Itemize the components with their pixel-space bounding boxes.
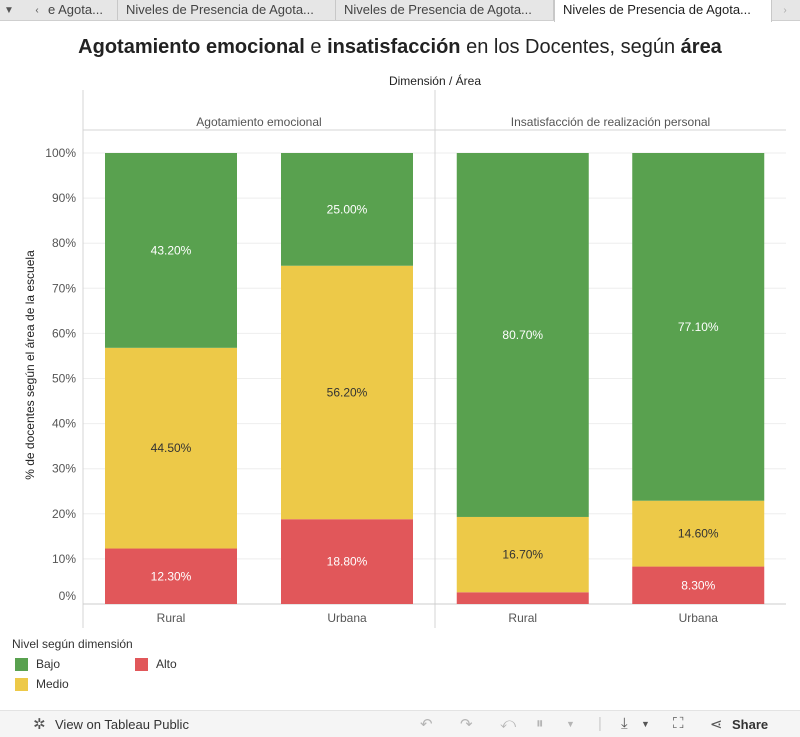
- title-part-3: insatisfacción: [327, 36, 461, 58]
- data-label: 8.30%: [681, 578, 715, 592]
- column-header: Dimensión / Área: [389, 73, 481, 88]
- title-part-2: e: [304, 36, 328, 58]
- tableau-logo-icon: ✲: [33, 716, 46, 733]
- pause-icon[interactable]: ⏸: [536, 715, 544, 732]
- title-part-5: área: [680, 36, 722, 58]
- y-tick-label: 70%: [52, 281, 76, 295]
- y-tick-label: 60%: [52, 326, 76, 340]
- bar-segment-alto: [281, 519, 413, 604]
- legend-swatch-alto: [135, 657, 148, 671]
- title-part-1: Agotamiento emocional: [78, 36, 305, 58]
- data-label: 18.80%: [327, 555, 368, 569]
- view-on-tableau-public-link[interactable]: View on Tableau Public: [55, 717, 189, 732]
- data-label: 25.00%: [327, 202, 368, 216]
- tab-bar: ▼ ‹ e Agota... Niveles de Presencia de A…: [0, 0, 800, 22]
- footer-toolbar: ✲ View on Tableau Public ↶ ↷ ⤺ ⏸ ▼ | ⤓ ▼…: [0, 710, 800, 737]
- legend-title: Nivel según dimensión: [12, 637, 133, 651]
- tab-1[interactable]: e Agota...: [40, 0, 118, 20]
- bar-segment-alto: [456, 592, 589, 604]
- data-label: 43.20%: [151, 243, 192, 257]
- y-tick-label: 0%: [59, 589, 77, 603]
- download-dropdown-chevron-icon[interactable]: ▼: [641, 719, 650, 729]
- legend-item-medio[interactable]: Medio: [15, 677, 69, 691]
- panel-header: Insatisfacción de realización personal: [511, 115, 710, 129]
- download-icon[interactable]: ⤓: [621, 715, 628, 732]
- chart-panels: Agotamiento emocional 12.30% 44.50% 43.20% R…: [105, 115, 765, 625]
- share-button[interactable]: Share: [732, 717, 769, 732]
- data-label: 14.60%: [678, 527, 719, 541]
- y-tick-label: 40%: [52, 417, 76, 431]
- panel-header: Agotamiento emocional: [196, 115, 321, 129]
- y-tick-label: 80%: [52, 236, 76, 250]
- bar-segment-alto: [632, 566, 765, 604]
- toolbar-divider: |: [598, 715, 602, 732]
- bar-segment-medio: [105, 347, 237, 549]
- tab-label: e Agota...: [48, 2, 103, 17]
- tab-3[interactable]: Niveles de Presencia de Agota...: [336, 0, 554, 20]
- data-label: 80.70%: [502, 328, 543, 342]
- chart-title: Agotamiento emocional e insatisfacción e…: [0, 36, 800, 59]
- share-icon[interactable]: ⋖: [710, 716, 723, 733]
- legend-item-bajo[interactable]: Bajo: [15, 657, 60, 671]
- y-tick-label: 100%: [45, 146, 76, 160]
- bar-segment-alto: [105, 548, 237, 604]
- y-tick-label: 30%: [52, 462, 76, 476]
- tab-label: Niveles de Presencia de Agota...: [126, 2, 314, 17]
- data-label: 56.20%: [327, 385, 368, 399]
- tab-scroll-right-icon[interactable]: ›: [783, 4, 787, 16]
- y-tick-label: 20%: [52, 507, 76, 521]
- bar-segment-bajo: [456, 153, 589, 517]
- x-category-label: Rural: [508, 611, 537, 625]
- tab-4-active[interactable]: Niveles de Presencia de Agota...: [554, 0, 772, 22]
- data-label: 77.10%: [678, 320, 719, 334]
- y-axis-label: % de docentes según el área de la escuel…: [23, 250, 37, 480]
- x-category-label: Urbana: [679, 611, 719, 625]
- tab-label: Niveles de Presencia de Agota...: [344, 2, 532, 17]
- y-tick-label: 10%: [52, 552, 76, 566]
- bar-segment-bajo: [281, 153, 413, 266]
- legend-label: Medio: [36, 677, 69, 691]
- tab-scroll-left-icon[interactable]: ‹: [35, 4, 39, 16]
- bar-segment-medio: [456, 516, 589, 593]
- legend-label: Alto: [156, 657, 177, 671]
- bar-segment-medio: [281, 265, 413, 520]
- fullscreen-icon[interactable]: ⛶: [673, 715, 684, 732]
- legend-swatch-medio: [15, 677, 28, 691]
- tab-label: Niveles de Presencia de Agota...: [563, 2, 751, 17]
- tab-menu-chevron-down-icon[interactable]: ▼: [4, 4, 14, 16]
- data-label: 44.50%: [151, 441, 192, 455]
- undo-icon[interactable]: ↶: [420, 716, 433, 733]
- y-axis: 0% 10% 20% 30% 40% 50% 60% 70% 80% 90% 100%: [45, 146, 76, 603]
- bar-segment-bajo: [105, 153, 237, 348]
- y-tick-label: 90%: [52, 191, 76, 205]
- legend-item-alto[interactable]: Alto: [135, 657, 177, 671]
- redo-icon[interactable]: ↷: [460, 716, 473, 733]
- stacked-bar-chart: Dimensión / Área % de docentes según el …: [23, 73, 786, 628]
- y-tick-label: 50%: [52, 372, 76, 386]
- bar-segment-bajo: [632, 153, 765, 501]
- bar-segment-medio: [632, 500, 765, 567]
- legend-swatch-bajo: [15, 657, 28, 671]
- legend-label: Bajo: [36, 657, 61, 671]
- title-part-4: en los Docentes, según: [460, 36, 681, 58]
- x-category-label: Urbana: [327, 611, 367, 625]
- revert-icon[interactable]: ⤺: [500, 715, 517, 732]
- data-label: 12.30%: [151, 569, 192, 583]
- pause-dropdown-chevron-icon[interactable]: ▼: [566, 719, 575, 729]
- tab-2[interactable]: Niveles de Presencia de Agota...: [118, 0, 336, 20]
- data-label: 16.70%: [502, 548, 543, 562]
- x-category-label: Rural: [157, 611, 186, 625]
